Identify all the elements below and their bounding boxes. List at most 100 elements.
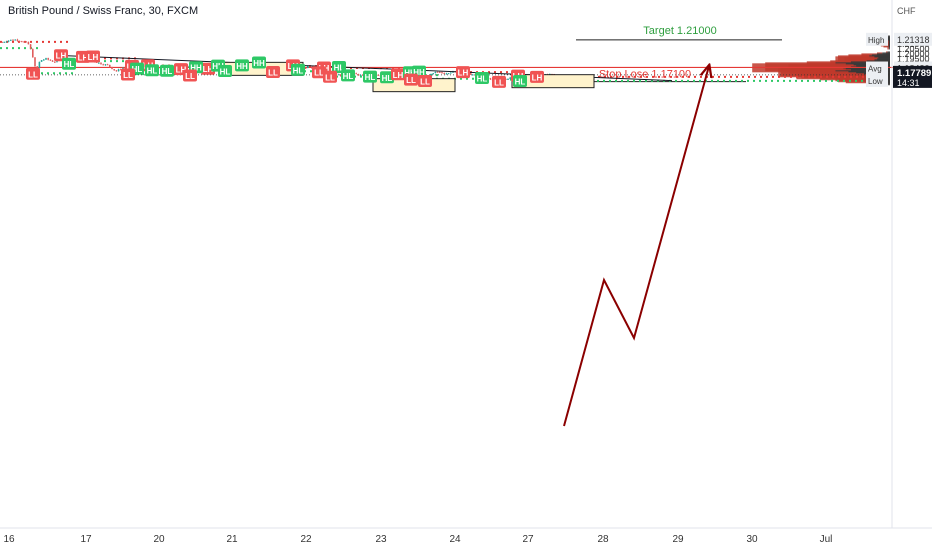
x-tick-label: 20	[153, 534, 165, 545]
y-tick-label: 1.20000	[897, 49, 930, 59]
candle-body	[355, 73, 357, 75]
candle-body	[362, 74, 364, 76]
stop-label: Stop Lose 1.17100	[599, 69, 691, 81]
high-price-tag: High	[868, 36, 884, 45]
candle-body	[36, 66, 38, 69]
candle-body	[1, 41, 3, 43]
candle-body	[109, 64, 111, 67]
swing-label-text: LL	[494, 78, 504, 87]
swing-label-hl: HL	[380, 71, 394, 84]
swing-label-bg	[62, 57, 76, 70]
chart-title: British Pound / Swiss Franc, 30, FXCM	[8, 5, 199, 17]
swing-label-ll: LL	[323, 70, 337, 83]
swing-label-bg	[363, 70, 377, 83]
x-tick-label: 30	[746, 534, 758, 545]
candle-body	[307, 66, 309, 69]
candle-body	[45, 58, 47, 60]
swing-label-text: LL	[420, 77, 430, 86]
swing-label-text: HL	[343, 72, 354, 81]
x-tick-label: 22	[300, 534, 312, 545]
candle-body	[27, 41, 30, 45]
swing-label-text: LH	[56, 52, 67, 61]
avg-price-tag: Avg	[868, 65, 882, 74]
candle-body	[113, 69, 115, 71]
candle-body	[469, 72, 472, 75]
swing-label-hl: HL	[218, 65, 232, 78]
candle-body	[359, 74, 362, 76]
swing-label-ll: LL	[492, 75, 506, 88]
swing-label-bg	[475, 71, 489, 84]
candle-body	[507, 78, 509, 80]
candle-body	[47, 58, 49, 60]
x-tick-label: Jul	[820, 534, 833, 545]
candle-body	[7, 40, 10, 42]
candle-body	[10, 39, 12, 41]
swing-label-bg	[492, 75, 506, 88]
candle-body	[38, 61, 41, 69]
swing-label-lh: LH	[391, 68, 405, 81]
candle-body	[5, 41, 8, 43]
low-price-tag: Low	[868, 77, 883, 86]
swing-label-text: LH	[88, 53, 99, 62]
last-price-bg	[893, 65, 932, 88]
y-tick-label: 1.20500	[897, 44, 930, 54]
x-tick-label: 16	[3, 534, 15, 545]
swing-label-hl: HL	[363, 70, 377, 83]
x-tick-label: 21	[226, 534, 238, 545]
swing-label-bg	[121, 68, 135, 81]
volume-bar-down	[796, 70, 836, 80]
swing-label-hl: HL	[160, 64, 174, 77]
swing-label-text: HL	[365, 73, 376, 82]
candle-body	[14, 39, 16, 41]
candle-body	[441, 72, 443, 74]
candle-body	[117, 69, 120, 72]
swing-label-text: HH	[413, 68, 425, 77]
swing-label-lh: LH	[530, 70, 544, 83]
x-tick-label: 23	[375, 534, 387, 545]
candle-body	[18, 40, 21, 42]
swing-label-text: HL	[147, 67, 158, 76]
swing-label-bg	[235, 59, 249, 72]
swing-label-ll: LL	[183, 69, 197, 82]
candle-body	[115, 70, 118, 72]
swing-label-hl: HL	[513, 74, 527, 87]
swing-label-text: HL	[162, 67, 173, 76]
candle-body	[98, 62, 100, 64]
low-price-tag-bg	[866, 73, 888, 87]
swing-label-bg	[218, 65, 232, 78]
swing-label-hl: HL	[341, 69, 355, 82]
swing-label-bg	[513, 74, 527, 87]
high-price: High 1.21318	[866, 32, 932, 46]
candle-body	[337, 74, 340, 76]
swing-label-text: HH	[253, 59, 265, 68]
swing-label-text: LL	[325, 73, 335, 82]
high-price-value-bg	[894, 32, 932, 46]
swing-label-bg	[145, 64, 159, 77]
high-price-value: 1.21318	[897, 35, 930, 45]
candle-body	[309, 66, 311, 68]
swing-label-bg	[160, 64, 174, 77]
candle-body	[509, 77, 511, 79]
candle-body	[32, 49, 34, 58]
candle-body	[104, 64, 107, 66]
volume-bar-up	[888, 40, 890, 50]
candle-body	[304, 68, 307, 70]
candle-body	[49, 59, 52, 61]
candle-body	[443, 73, 445, 75]
swing-label-ll: LL	[418, 74, 432, 87]
swing-label-hl: HL	[291, 63, 305, 76]
candle-body	[436, 71, 439, 73]
swing-label-text: LH	[393, 71, 404, 80]
swing-label-text: LL	[268, 68, 278, 77]
projection-arrow	[563, 66, 709, 427]
candle-body	[450, 72, 452, 74]
swing-label-text: HH	[404, 69, 416, 78]
swing-label-text: LH	[176, 66, 187, 75]
swing-label-hh: HH	[235, 59, 249, 72]
candle-body	[51, 60, 54, 62]
swing-label-lh: LH	[86, 50, 100, 63]
swing-label-bg	[323, 70, 337, 83]
x-tick-label: 17	[80, 534, 92, 545]
